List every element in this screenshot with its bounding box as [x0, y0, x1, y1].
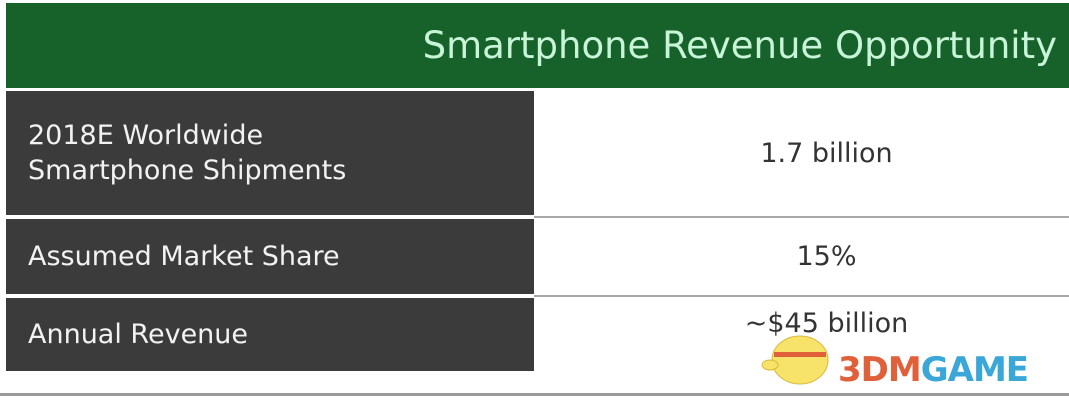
table-row: Annual Revenue ~$45 billion — [6, 298, 1069, 371]
row-divider — [534, 295, 1069, 297]
row-label: 2018E Worldwide Smartphone Shipments — [6, 91, 534, 215]
row-value: ~$45 billion — [744, 308, 909, 339]
table-row: 2018E Worldwide Smartphone Shipments 1.7 … — [6, 91, 1069, 215]
row-label: Assumed Market Share — [6, 219, 534, 294]
row-value: 1.7 billion — [760, 137, 893, 169]
row-label: Annual Revenue — [6, 298, 534, 371]
watermark-text: 3DMGAME — [838, 350, 1029, 390]
bottom-border — [0, 393, 1069, 396]
watermark-logo: 3DMGAME — [760, 320, 1060, 390]
table-row: Assumed Market Share 15% — [6, 219, 1069, 294]
title-text: Smartphone Revenue Opportunity — [422, 24, 1057, 67]
chick-mascot-icon — [761, 335, 829, 385]
label-line: 2018E Worldwide — [28, 119, 264, 151]
row-value: 15% — [796, 241, 857, 272]
watermark-game: GAME — [920, 350, 1029, 390]
label-line: Smartphone Shipments — [28, 155, 347, 186]
watermark-3dm: 3DM — [838, 350, 922, 390]
row-divider — [534, 216, 1069, 218]
table-title: Smartphone Revenue Opportunity — [6, 3, 1069, 88]
